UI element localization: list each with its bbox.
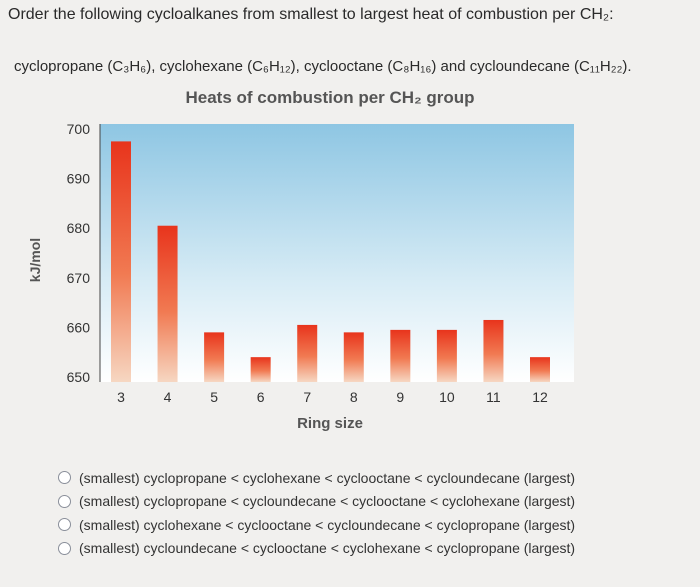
option-label: (smallest) cyclohexane < cyclooctane < c… <box>79 516 576 533</box>
y-tick-label: 650 <box>67 369 91 385</box>
radio-button[interactable] <box>58 518 71 532</box>
x-tick-label: 9 <box>396 389 404 405</box>
chart-title: Heats of combustion per CH₂ group <box>185 88 475 107</box>
answer-options: (smallest) cyclopropane < cyclohexane < … <box>58 466 575 560</box>
y-tick-label: 660 <box>67 319 91 335</box>
bar-ring-4 <box>157 225 178 382</box>
answer-option-2[interactable]: (smallest) cyclopropane < cycloundecane … <box>58 490 575 514</box>
x-axis-label: Ring size <box>297 415 363 432</box>
x-tick-label: 4 <box>164 389 172 405</box>
heat-of-combustion-chart: kJ/mol Ring size 650 660 670 680 690 700 3 4 5 6… <box>27 121 574 432</box>
y-tick-label: 700 <box>67 121 91 137</box>
bar-ring-6 <box>250 357 271 382</box>
bar-ring-8 <box>343 332 364 382</box>
x-tick-label: 7 <box>303 389 311 405</box>
option-label: (smallest) cyclopropane < cycloundecane … <box>79 493 576 510</box>
x-tick-label: 3 <box>117 389 125 405</box>
bar-ring-11 <box>483 319 504 382</box>
bar-ring-3 <box>111 141 131 382</box>
bar-ring-10 <box>436 329 457 382</box>
option-label: (smallest) cycloundecane < cyclooctane <… <box>79 540 576 557</box>
x-tick-label: 11 <box>486 389 501 405</box>
answer-option-3[interactable]: (smallest) cyclohexane < cyclooctane < c… <box>58 513 575 537</box>
compound-list: cyclopropane (C₃H₆), cyclohexane (C₆H₁₂)… <box>14 58 632 75</box>
bar-ring-9 <box>390 329 411 382</box>
y-tick-label: 690 <box>67 171 91 187</box>
bar-ring-5 <box>204 332 225 382</box>
x-tick-label: 8 <box>350 389 358 405</box>
x-tick-label: 12 <box>532 389 548 405</box>
radio-button[interactable] <box>58 471 71 485</box>
y-tick-label: 670 <box>67 270 91 286</box>
bar-ring-12 <box>530 357 550 382</box>
y-axis-label: kJ/mol <box>27 238 43 282</box>
answer-option-1[interactable]: (smallest) cyclopropane < cyclohexane < … <box>58 466 575 490</box>
radio-button[interactable] <box>58 541 71 555</box>
x-tick-label: 5 <box>210 389 218 405</box>
radio-button[interactable] <box>58 494 71 508</box>
question-text: Order the following cycloalkanes from sm… <box>8 6 614 23</box>
option-label: (smallest) cyclopropane < cyclohexane < … <box>79 469 576 486</box>
answer-option-4[interactable]: (smallest) cycloundecane < cyclooctane <… <box>58 537 575 561</box>
x-tick-label: 6 <box>257 389 265 405</box>
y-tick-label: 680 <box>67 220 91 236</box>
x-tick-label: 10 <box>439 389 455 405</box>
bar-ring-7 <box>297 324 318 382</box>
